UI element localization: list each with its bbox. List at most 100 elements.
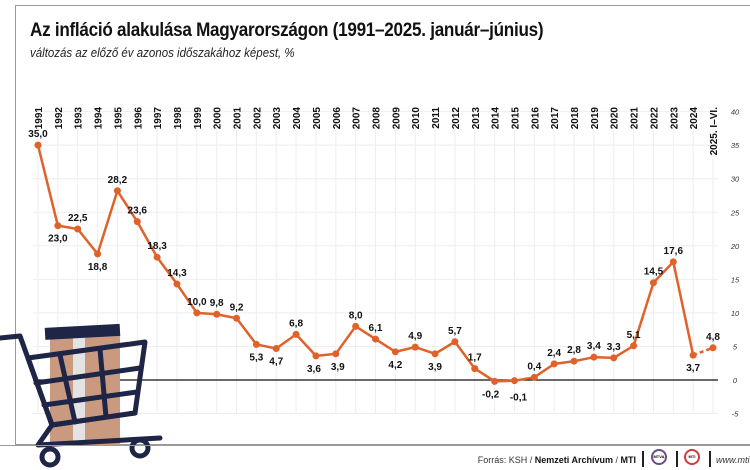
x-tick-label: 2009 — [391, 107, 402, 130]
data-label: 0,4 — [527, 361, 541, 372]
data-label: 3,3 — [607, 342, 621, 353]
y-tick-label: 5 — [733, 342, 738, 351]
website-link[interactable]: www.mti.hu — [716, 455, 750, 465]
data-label: 14,3 — [167, 268, 187, 279]
source-prefix: Forrás: KSH / — [477, 455, 535, 465]
data-point — [312, 352, 320, 360]
data-point — [570, 357, 578, 365]
x-tick-label: 2017 — [550, 107, 561, 130]
x-tick-label: 2021 — [630, 107, 641, 130]
x-tick-label: 2012 — [451, 107, 462, 130]
x-tick-label: 2014 — [491, 107, 502, 130]
divider — [642, 451, 644, 467]
data-label: 23,6 — [128, 206, 148, 217]
x-tick-label: 2001 — [233, 107, 244, 130]
data-point — [391, 348, 399, 356]
data-label: 10,0 — [187, 297, 207, 308]
x-tick-label: 1996 — [133, 107, 144, 130]
data-point — [689, 351, 697, 359]
data-label: 9,2 — [230, 302, 244, 313]
data-point — [153, 253, 161, 261]
series-line — [36, 144, 695, 383]
y-tick-label: 30 — [731, 175, 740, 184]
x-tick-label: 2016 — [530, 107, 541, 130]
data-point — [352, 322, 360, 330]
data-label: 6,1 — [369, 323, 383, 334]
data-point — [451, 338, 459, 346]
data-point — [649, 279, 657, 287]
data-label: 2,8 — [567, 345, 581, 356]
data-point — [630, 342, 638, 350]
x-tick-label: 2007 — [352, 107, 363, 130]
data-point — [431, 350, 439, 358]
y-tick-label: 10 — [731, 309, 740, 318]
mtva-logo: MTVA — [651, 449, 667, 465]
data-label: 3,6 — [307, 364, 321, 375]
source-credit: Forrás: KSH / Nemzeti Archívum / MTI — [478, 455, 636, 465]
chart-frame — [15, 5, 750, 445]
data-label: 17,6 — [664, 246, 684, 257]
data-point — [113, 187, 121, 195]
mti-logo: MTI — [684, 449, 700, 465]
data-point — [193, 309, 201, 317]
x-tick-label: 2019 — [590, 107, 601, 130]
data-point — [292, 330, 300, 338]
data-label: 6,8 — [289, 318, 303, 329]
x-tick-label: 2011 — [431, 107, 442, 129]
data-point — [530, 373, 538, 381]
data-label: 35,0 — [28, 129, 48, 140]
data-point — [34, 141, 42, 149]
source-separator: / — [612, 455, 621, 465]
data-label: 14,5 — [644, 267, 664, 278]
data-point — [213, 310, 221, 318]
x-tick-label: 2025. I–VI. — [709, 107, 720, 156]
x-tick-label: 2018 — [570, 107, 581, 130]
data-label: 3,4 — [587, 341, 601, 352]
divider — [709, 451, 711, 467]
x-tick-label: 1998 — [173, 107, 184, 130]
x-tick-label: 1991 — [34, 107, 45, 130]
data-point — [610, 354, 618, 362]
data-label: 4,9 — [408, 331, 422, 342]
data-point — [272, 344, 280, 352]
data-label: 3,9 — [331, 362, 345, 373]
data-point — [709, 344, 717, 352]
data-label: 22,5 — [68, 213, 88, 224]
series-line-dashed — [692, 346, 714, 357]
data-label: 5,1 — [627, 330, 641, 341]
x-tick-label: 2002 — [252, 107, 263, 130]
data-label: 18,3 — [147, 241, 167, 252]
data-label: 4,7 — [269, 356, 283, 367]
data-point — [233, 314, 241, 322]
x-tick-label: 2008 — [372, 107, 383, 130]
data-point — [252, 340, 260, 348]
x-tick-label: 2023 — [669, 107, 680, 130]
data-label: 8,0 — [349, 310, 363, 321]
x-tick-label: 1997 — [153, 107, 164, 130]
x-tick-label: 1994 — [94, 107, 105, 130]
data-label: 5,7 — [448, 326, 462, 337]
data-label: 28,2 — [108, 175, 128, 186]
divider — [676, 451, 678, 467]
data-point — [372, 335, 379, 343]
x-tick-label: 2022 — [649, 107, 660, 130]
data-point — [590, 353, 598, 361]
chart-subtitle: változás az előző év azonos időszakához … — [30, 46, 295, 60]
y-tick-label: 20 — [730, 242, 740, 251]
data-point — [669, 258, 677, 266]
data-point — [550, 360, 558, 368]
x-tick-label: 2024 — [689, 107, 700, 130]
y-tick-label: 35 — [731, 141, 740, 150]
x-tick-label: 2010 — [411, 107, 422, 130]
data-point — [54, 222, 62, 230]
x-tick-label: 2004 — [292, 107, 303, 130]
data-point — [510, 377, 518, 385]
y-tick-label: 0 — [733, 376, 738, 385]
x-tick-label: 2005 — [312, 107, 323, 130]
data-label: -0,2 — [482, 389, 500, 400]
shopping-cart-icon — [0, 323, 163, 468]
data-label: 1,7 — [468, 353, 482, 364]
x-tick-label: 1995 — [113, 107, 124, 130]
data-label: 9,8 — [210, 298, 224, 309]
